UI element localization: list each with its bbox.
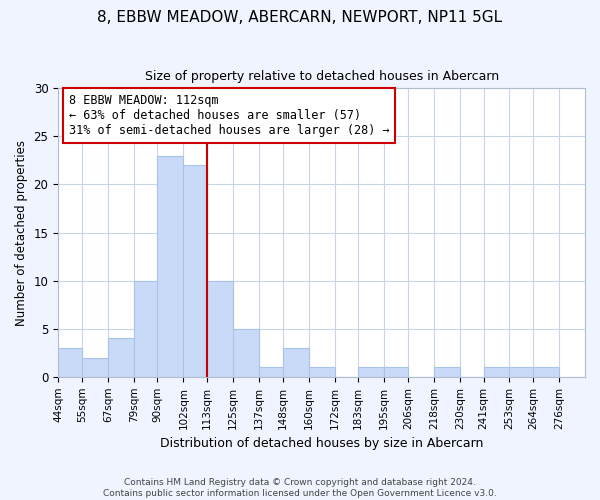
Bar (134, 280, 157, 377)
Bar (484, 367, 509, 377)
Bar (184, 166, 207, 377)
Text: Contains HM Land Registry data © Crown copyright and database right 2024.
Contai: Contains HM Land Registry data © Crown c… (103, 478, 497, 498)
Bar (207, 280, 233, 377)
Bar (384, 367, 408, 377)
Bar (358, 367, 384, 377)
Bar (259, 367, 283, 377)
Title: Size of property relative to detached houses in Abercarn: Size of property relative to detached ho… (145, 70, 499, 83)
Bar (434, 367, 460, 377)
Bar (283, 348, 308, 377)
Text: 8, EBBW MEADOW, ABERCARN, NEWPORT, NP11 5GL: 8, EBBW MEADOW, ABERCARN, NEWPORT, NP11 … (97, 10, 503, 25)
Bar (108, 338, 134, 377)
Bar (308, 367, 335, 377)
Text: 8 EBBW MEADOW: 112sqm
← 63% of detached houses are smaller (57)
31% of semi-deta: 8 EBBW MEADOW: 112sqm ← 63% of detached … (68, 94, 389, 137)
Bar (157, 156, 184, 377)
Bar (509, 367, 533, 377)
Bar (82, 358, 108, 377)
Bar (233, 328, 259, 377)
Y-axis label: Number of detached properties: Number of detached properties (15, 140, 28, 326)
Bar (58, 348, 82, 377)
X-axis label: Distribution of detached houses by size in Abercarn: Distribution of detached houses by size … (160, 437, 483, 450)
Bar (533, 367, 559, 377)
